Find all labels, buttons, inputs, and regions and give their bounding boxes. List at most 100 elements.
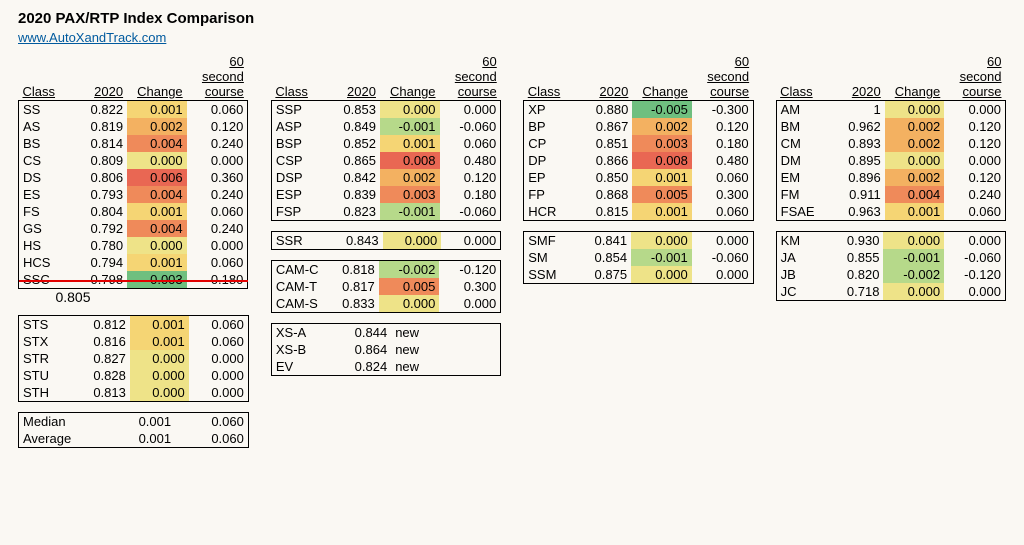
cell-change: 0.000 xyxy=(130,384,189,402)
table-kart: KM 0.930 0.000 0.000 JA 0.855 -0.001 -0.… xyxy=(776,231,1006,301)
cell-change: 0.002 xyxy=(885,118,945,135)
cell-change: 0.003 xyxy=(380,186,440,203)
stat-change: 0.001 xyxy=(92,430,175,448)
cell-pax: 0.849 xyxy=(323,118,380,135)
cell-class: SSP xyxy=(271,101,323,119)
cell-change: -0.001 xyxy=(380,118,440,135)
cell-change: 0.002 xyxy=(632,118,692,135)
cell-pax: 0.814 xyxy=(70,135,127,152)
cell-pax: 0.850 xyxy=(575,169,632,186)
cell-pax: 0.867 xyxy=(575,118,632,135)
cell-change: 0.008 xyxy=(380,152,440,169)
cell-class: HS xyxy=(19,237,71,254)
cell-pax: 0.866 xyxy=(575,152,632,169)
cell-class: STS xyxy=(19,316,72,334)
cell-class: FS xyxy=(19,203,71,220)
cell-change: 0.001 xyxy=(127,101,187,119)
cell-course: 0.180 xyxy=(187,271,248,289)
cell-change: 0.001 xyxy=(130,333,189,350)
cell-change: 0.002 xyxy=(380,169,440,186)
cell-class: JA xyxy=(776,249,829,266)
cell-pax: 0.842 xyxy=(323,169,380,186)
cell-class: FP xyxy=(524,186,576,203)
cell-pax: 0.963 xyxy=(828,203,885,221)
cell-course: 0.000 xyxy=(441,232,500,250)
cell-course: -0.060 xyxy=(692,249,753,266)
cell-change: -0.001 xyxy=(883,249,944,266)
cell-pax: 0.823 xyxy=(323,203,380,221)
cell-course: 0.060 xyxy=(692,169,753,186)
cell-pax: 0.813 xyxy=(71,384,130,402)
cell-course: 0.000 xyxy=(944,152,1005,169)
cell-pax: 0.820 xyxy=(829,266,884,283)
cell-class: SSC xyxy=(19,271,71,289)
cell-course: 0.000 xyxy=(189,367,249,384)
cell-pax: 0.893 xyxy=(828,135,885,152)
cell-class: XP xyxy=(524,101,576,119)
cell-change: -0.005 xyxy=(632,101,692,119)
cell-course: 0.000 xyxy=(944,232,1005,250)
col-3: Class 2020 Change 60 secondcourse XP 0.8… xyxy=(523,53,753,284)
cell-class: BP xyxy=(524,118,576,135)
col-2: Class 2020 Change 60 secondcourse SSP 0.… xyxy=(271,53,501,376)
cell-course: 0.240 xyxy=(944,186,1005,203)
stat-change: 0.001 xyxy=(92,413,175,431)
cell-change: 0.000 xyxy=(127,152,187,169)
cell-class: SMF xyxy=(524,232,577,250)
cell-pax: 0.794 xyxy=(70,254,127,271)
cell-change: 0.000 xyxy=(383,232,442,250)
cell-change: -0.002 xyxy=(379,261,440,279)
cell-pax: 0.817 xyxy=(324,278,379,295)
cell-course: 0.300 xyxy=(692,186,753,203)
cell-pax: 0.853 xyxy=(323,101,380,119)
cell-empty xyxy=(451,358,501,376)
cell-change: 0.001 xyxy=(632,169,692,186)
cell-class: FSAE xyxy=(776,203,828,221)
cell-course: 0.300 xyxy=(439,278,500,295)
th-course: 60 secondcourse xyxy=(440,53,501,101)
cell-change: 0.001 xyxy=(885,203,945,221)
cell-course: -0.060 xyxy=(440,118,501,135)
cell-class: SSR xyxy=(271,232,324,250)
cell-pax: 0.827 xyxy=(71,350,130,367)
cell-pax: 0.816 xyxy=(71,333,130,350)
cell-class: SS xyxy=(19,101,71,119)
cell-course: 0.480 xyxy=(440,152,501,169)
cell-class: STR xyxy=(19,350,72,367)
cell-change: 0.006 xyxy=(127,169,187,186)
cell-change: 0.000 xyxy=(127,237,187,254)
cell-class: CS xyxy=(19,152,71,169)
cell-course: 0.120 xyxy=(187,118,248,135)
cell-pax: 0.875 xyxy=(576,266,631,284)
cell-pax: 0.793 xyxy=(70,186,127,203)
cell-class: CAM-C xyxy=(271,261,324,279)
cell-class: FM xyxy=(776,186,828,203)
cell-course: 0.180 xyxy=(692,135,753,152)
cell-change: 0.000 xyxy=(883,283,944,301)
cell-pax: 0.895 xyxy=(828,152,885,169)
stat-label: Average xyxy=(19,430,92,448)
cell-pax: 0.828 xyxy=(71,367,130,384)
cell-change: -0.001 xyxy=(380,203,440,221)
cell-course: 0.000 xyxy=(187,237,248,254)
cell-class: CP xyxy=(524,135,576,152)
cell-class: BS xyxy=(19,135,71,152)
cell-pax: 0.864 xyxy=(332,341,392,358)
table-touring: STS 0.812 0.001 0.060 STX 0.816 0.001 0.… xyxy=(18,315,249,402)
th-course: 60 secondcourse xyxy=(944,53,1005,101)
cell-course: 0.000 xyxy=(189,350,249,367)
site-link[interactable]: www.AutoXandTrack.com xyxy=(18,30,166,45)
summary-below: 0.805 xyxy=(18,289,128,305)
th-class: Class xyxy=(19,53,71,101)
cell-change: 0.000 xyxy=(379,295,440,313)
cell-change: -0.001 xyxy=(631,249,692,266)
cell-change: 0.001 xyxy=(380,135,440,152)
cell-pax: 0.911 xyxy=(828,186,885,203)
th-class: Class xyxy=(524,53,576,101)
cell-change: 0.000 xyxy=(631,232,692,250)
th-change: Change xyxy=(127,53,187,101)
cell-change: 0.001 xyxy=(632,203,692,221)
cell-course: 0.120 xyxy=(440,169,501,186)
cell-pax: 0.780 xyxy=(70,237,127,254)
cell-course: -0.060 xyxy=(944,249,1005,266)
